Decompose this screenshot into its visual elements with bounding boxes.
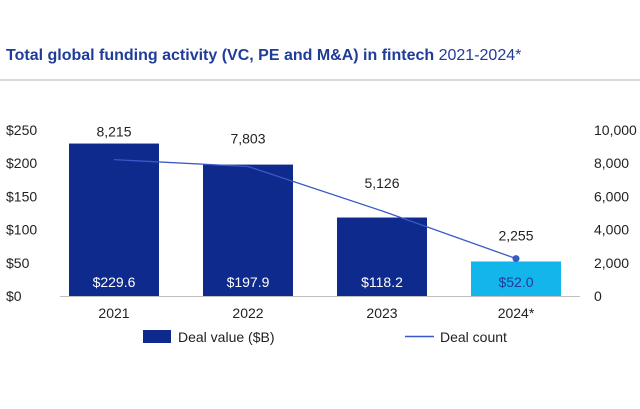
chart-title-period: 2021-2024*	[438, 47, 522, 64]
right-axis-tick-label: 6,000	[594, 188, 629, 204]
deal-count-label: 8,215	[96, 124, 131, 140]
left-axis-tick-label: $150	[6, 188, 37, 204]
deal-count-label: 2,255	[498, 228, 533, 244]
bar-value-label: $197.9	[227, 274, 270, 290]
right-axis-tick-label: 8,000	[594, 155, 629, 171]
deal-value-bar	[471, 261, 561, 296]
right-axis-tick-label: 0	[594, 288, 602, 304]
chart-title-main: Total global funding activity (VC, PE an…	[6, 47, 435, 64]
deal-count-point	[512, 255, 520, 263]
deal-count-line	[113, 158, 517, 260]
left-axis-tick-label: $250	[6, 122, 37, 138]
deal-value-bar	[203, 164, 293, 296]
bar-value-label: $52.0	[498, 274, 533, 290]
right-axis-tick-label: 10,000	[594, 122, 637, 138]
deal-count-label: 5,126	[364, 175, 399, 191]
x-axis-tick-label: 2022	[232, 305, 263, 321]
deal-value-bar	[337, 217, 427, 296]
deal-count-label: 7,803	[230, 130, 265, 146]
bar-value-label: $118.2	[361, 274, 403, 290]
left-axis-tick-label: $0	[6, 288, 22, 304]
right-axis-tick-label: 4,000	[594, 222, 629, 238]
x-axis-tick-label: 2023	[366, 305, 397, 321]
legend-label-deal-value: Deal value ($B)	[178, 329, 275, 345]
chart-title: Total global funding activity (VC, PE an…	[6, 47, 521, 65]
x-axis-tick-label: 2021	[98, 305, 129, 321]
bar-value-label: $229.6	[93, 274, 136, 290]
legend-label-deal-count: Deal count	[440, 329, 507, 345]
title-divider	[0, 79, 640, 81]
right-axis-tick-label: 2,000	[594, 255, 629, 271]
left-axis-tick-label: $50	[6, 255, 30, 271]
legend-swatch-deal-value	[143, 330, 171, 343]
deal-value-bar	[69, 143, 159, 296]
chart-header: Total global funding activity (VC, PE an…	[0, 0, 640, 86]
x-axis-tick-label: 2024*	[498, 305, 535, 321]
left-axis-tick-label: $200	[6, 155, 37, 171]
left-axis-tick-label: $100	[6, 222, 37, 238]
